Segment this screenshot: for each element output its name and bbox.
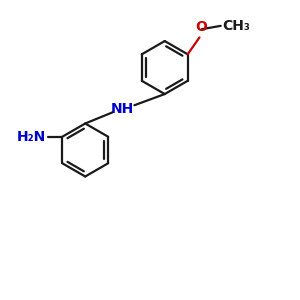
Text: CH₃: CH₃ — [222, 19, 250, 33]
Text: NH: NH — [110, 102, 134, 116]
Text: H₂N: H₂N — [17, 130, 46, 144]
Text: O: O — [195, 20, 207, 34]
